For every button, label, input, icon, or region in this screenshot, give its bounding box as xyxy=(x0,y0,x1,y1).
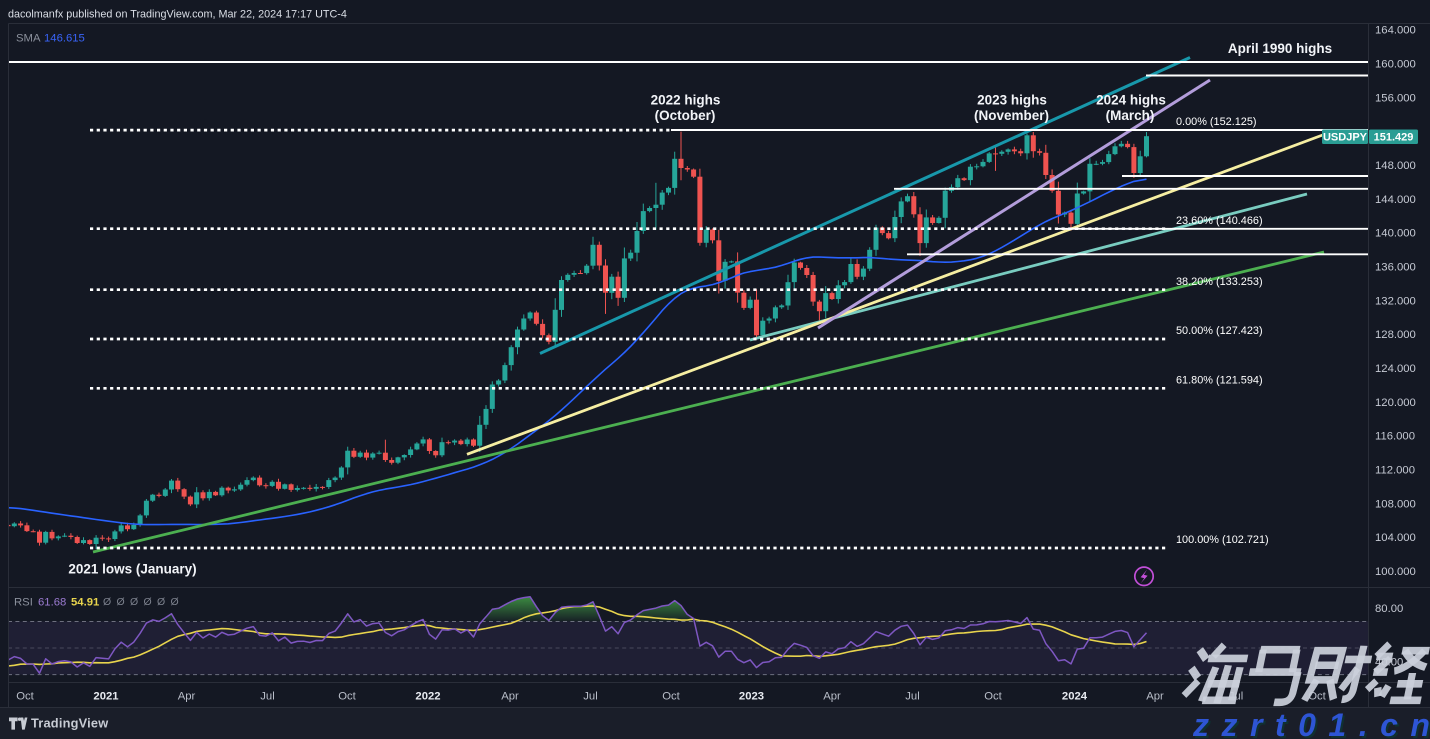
svg-text:54.91: 54.91 xyxy=(71,596,99,608)
svg-text:SMA: SMA xyxy=(16,32,41,44)
svg-text:144.000: 144.000 xyxy=(1375,194,1416,206)
svg-text:Ø: Ø xyxy=(171,596,179,608)
svg-text:2024: 2024 xyxy=(1062,691,1088,703)
svg-text:2021: 2021 xyxy=(93,691,118,703)
svg-text:Jul: Jul xyxy=(260,691,274,703)
svg-text:Ø: Ø xyxy=(144,596,152,608)
svg-text:(November): (November) xyxy=(974,108,1049,123)
svg-text:116.000: 116.000 xyxy=(1375,431,1415,443)
svg-text:2023: 2023 xyxy=(739,691,764,703)
svg-text:80.00: 80.00 xyxy=(1375,603,1403,615)
svg-text:120.000: 120.000 xyxy=(1375,397,1416,409)
svg-text:Oct: Oct xyxy=(984,691,1002,703)
svg-text:(October): (October) xyxy=(655,108,716,123)
svg-text:2023 highs: 2023 highs xyxy=(977,93,1047,108)
svg-text:108.000: 108.000 xyxy=(1375,498,1416,510)
svg-text:61.80% (121.594): 61.80% (121.594) xyxy=(1176,374,1263,386)
svg-text:100.000: 100.000 xyxy=(1375,566,1416,578)
svg-text:Oct: Oct xyxy=(338,691,356,703)
svg-text:50.00% (127.423): 50.00% (127.423) xyxy=(1176,325,1263,337)
svg-text:Apr: Apr xyxy=(178,691,196,703)
svg-text:148.000: 148.000 xyxy=(1375,160,1416,172)
svg-text:100.00% (102.721): 100.00% (102.721) xyxy=(1176,534,1269,546)
svg-text:Ø: Ø xyxy=(130,596,138,608)
svg-text:23.60% (140.466): 23.60% (140.466) xyxy=(1176,215,1263,227)
svg-text:Oct: Oct xyxy=(1308,691,1326,703)
svg-text:Apr: Apr xyxy=(823,691,841,703)
svg-text:Jul: Jul xyxy=(583,691,597,703)
svg-text:RSI: RSI xyxy=(14,596,33,608)
svg-text:Ø: Ø xyxy=(157,596,165,608)
svg-text:Ø: Ø xyxy=(117,596,125,608)
svg-text:151.429: 151.429 xyxy=(1374,132,1414,144)
svg-text:2021 lows (January): 2021 lows (January) xyxy=(68,562,196,577)
svg-text:2022: 2022 xyxy=(415,691,440,703)
svg-text:61.68: 61.68 xyxy=(38,596,66,608)
svg-text:April 1990 highs: April 1990 highs xyxy=(1228,41,1332,56)
svg-text:TradingView: TradingView xyxy=(31,716,108,731)
svg-text:164.000: 164.000 xyxy=(1375,25,1416,37)
svg-text:Oct: Oct xyxy=(16,691,34,703)
svg-text:2022 highs: 2022 highs xyxy=(651,93,721,108)
svg-text:146.615: 146.615 xyxy=(44,32,85,44)
svg-text:Jul: Jul xyxy=(905,691,919,703)
svg-text:132.000: 132.000 xyxy=(1375,295,1416,307)
svg-text:0.00% (152.125): 0.00% (152.125) xyxy=(1176,116,1257,128)
svg-text:Ø: Ø xyxy=(103,596,111,608)
svg-text:112.000: 112.000 xyxy=(1375,465,1415,477)
svg-text:USDJPY: USDJPY xyxy=(1323,132,1368,144)
svg-text:2024 highs: 2024 highs xyxy=(1096,93,1166,108)
svg-text:dacolmanfx published on Tradin: dacolmanfx published on TradingView.com,… xyxy=(8,8,347,20)
svg-text:Apr: Apr xyxy=(501,691,519,703)
svg-text:160.000: 160.000 xyxy=(1375,59,1416,71)
svg-text:104.000: 104.000 xyxy=(1375,532,1416,544)
svg-text:Oct: Oct xyxy=(662,691,680,703)
svg-text:38.20% (133.253): 38.20% (133.253) xyxy=(1176,276,1263,288)
svg-text:124.000: 124.000 xyxy=(1375,363,1416,375)
svg-text:140.000: 140.000 xyxy=(1375,228,1416,240)
svg-text:136.000: 136.000 xyxy=(1375,262,1416,274)
svg-text:156.000: 156.000 xyxy=(1375,92,1416,104)
svg-text:Apr: Apr xyxy=(1146,691,1164,703)
svg-text:128.000: 128.000 xyxy=(1375,329,1416,341)
svg-text:(March): (March) xyxy=(1106,108,1155,123)
